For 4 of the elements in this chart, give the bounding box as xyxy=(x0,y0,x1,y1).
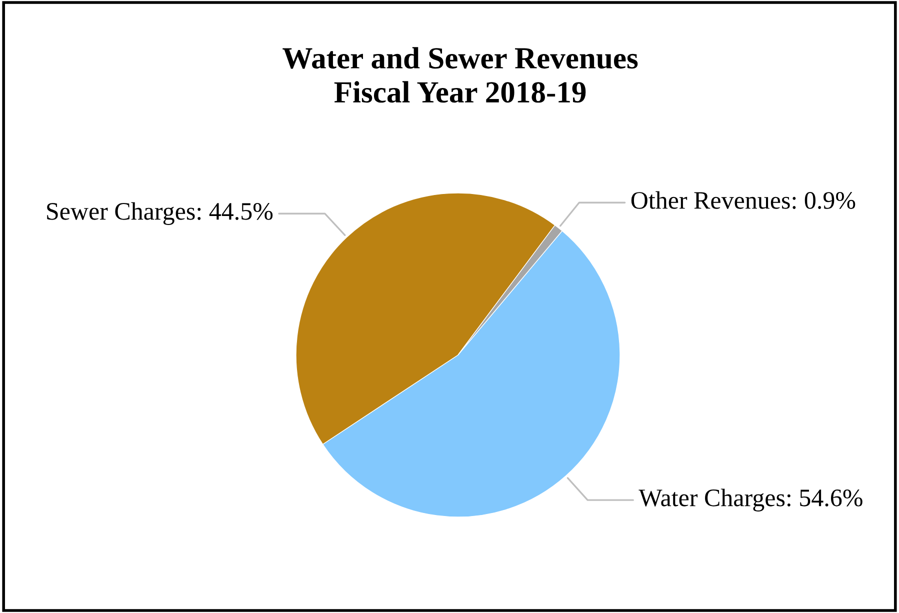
chart-title: Water and Sewer Revenues Fiscal Year 2018-19 xyxy=(282,47,638,103)
slice-label: Other Revenues: 0.9% xyxy=(631,191,856,209)
slice-label: Sewer Charges: 44.5% xyxy=(47,202,273,225)
slice-label: Water Charges: 54.6% xyxy=(638,488,862,512)
